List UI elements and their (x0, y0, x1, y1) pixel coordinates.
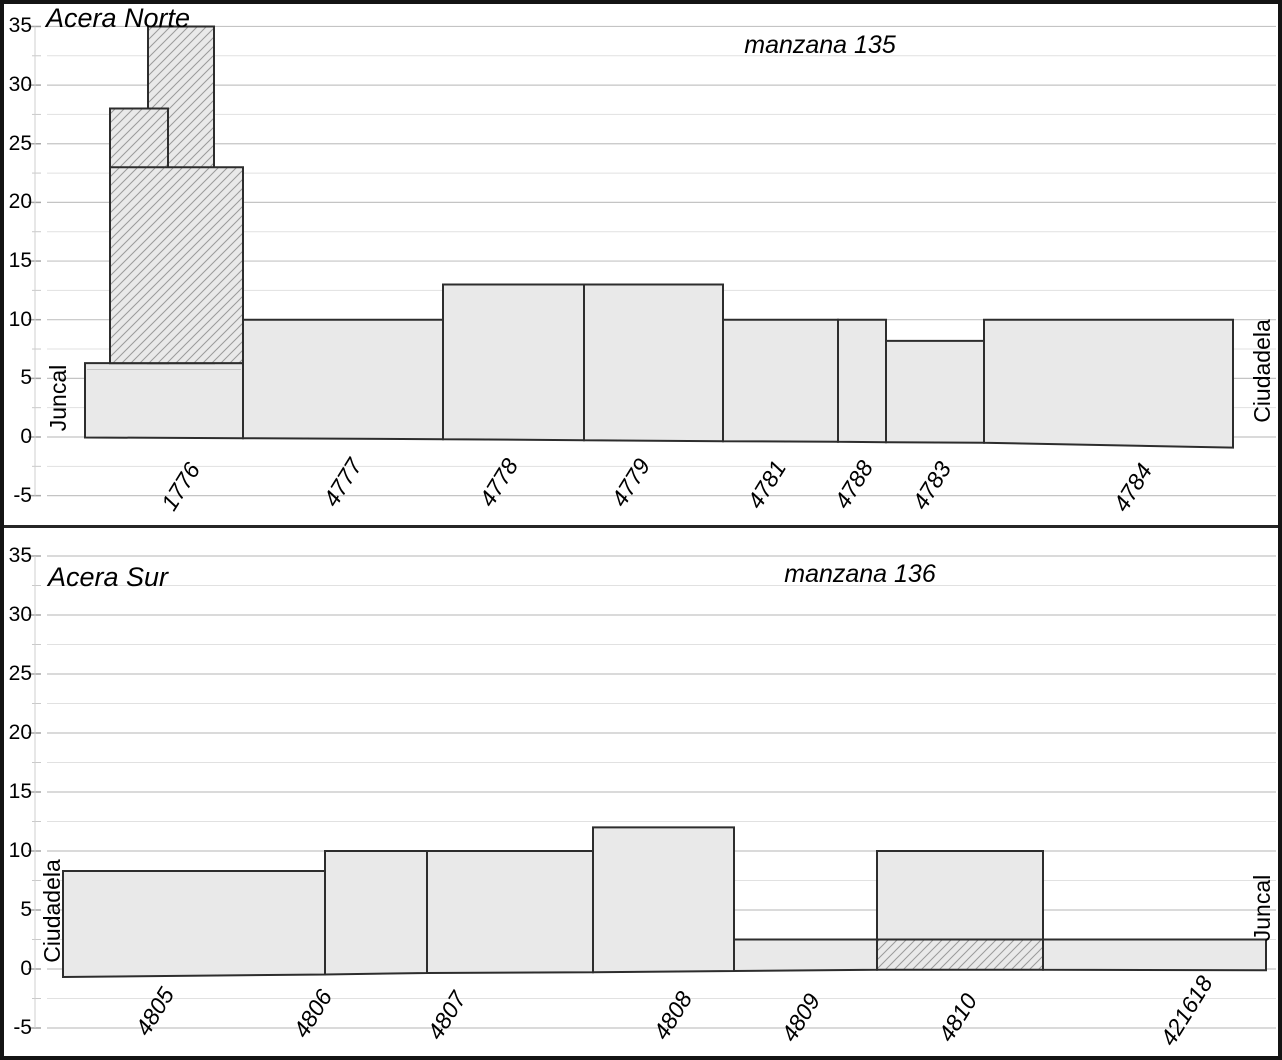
building-bar-4784 (983, 318, 1234, 449)
panel-title-norte: Acera Norte (46, 3, 191, 33)
y-axis-label: 15 (8, 780, 32, 803)
hatched-structure (109, 166, 244, 365)
block-label-136: manzana 136 (784, 560, 936, 588)
y-axis-label: -5 (13, 483, 32, 507)
y-axis-label: 25 (8, 131, 32, 155)
building-bar-421618 (1042, 938, 1267, 972)
panel-acera-norte: Acera Norte manzana 135 Juncal Ciudadela… (4, 4, 1278, 528)
building-bar-4777 (242, 318, 444, 441)
y-axis-label: 0 (20, 425, 32, 448)
building-bar-4807 (426, 850, 594, 975)
chart-canvas-sur (28, 555, 1276, 1029)
y-axis-label: 5 (20, 898, 32, 921)
building-bar-4810 (876, 850, 1044, 941)
street-label-juncal-sur: Juncal (1249, 874, 1275, 942)
panel-acera-sur: Acera Sur manzana 136 Ciudadela Juncal 3… (4, 528, 1278, 1056)
block-label-135: manzana 135 (744, 31, 896, 59)
building-bar-4781 (722, 318, 839, 443)
y-axis-label: 25 (8, 662, 32, 685)
building-bar-4806 (324, 850, 428, 976)
chart-canvas-norte (28, 25, 1276, 497)
panel-title-sur: Acera Sur (48, 562, 169, 592)
building-bar-4779 (583, 283, 724, 443)
street-label-ciudadela-sur: Ciudadela (39, 859, 65, 963)
y-axis-label: 0 (20, 957, 32, 980)
street-label-juncal-norte: Juncal (45, 364, 71, 432)
building-bar-4805 (62, 870, 326, 979)
hatched-structure (876, 938, 1044, 971)
y-axis-label: 35 (8, 14, 32, 38)
building-bar-4808 (592, 826, 735, 974)
y-axis-label: 10 (8, 839, 32, 862)
y-axis-label: 35 (8, 544, 32, 567)
building-bar-1776 (84, 362, 244, 440)
y-axis-label: 10 (8, 307, 32, 331)
building-bar-4778 (442, 283, 585, 442)
y-axis-label: 30 (8, 603, 32, 626)
y-axis-label: -5 (13, 1016, 32, 1039)
y-axis-label: 20 (8, 190, 32, 214)
y-axis-label: 5 (20, 366, 32, 390)
y-axis-label: 30 (8, 73, 32, 97)
street-label-ciudadela-norte: Ciudadela (1249, 319, 1275, 423)
building-bar-4809 (733, 938, 878, 973)
y-axis-label: 15 (8, 249, 32, 273)
y-axis-label: 20 (8, 721, 32, 744)
building-bar-4783 (885, 339, 985, 444)
building-bar-4788 (837, 318, 887, 444)
